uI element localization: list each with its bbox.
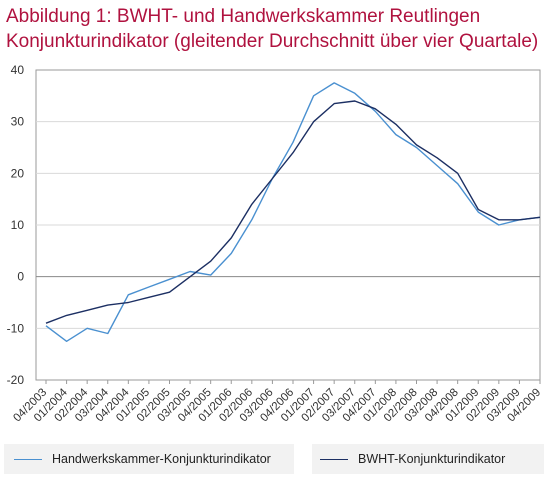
legend-box-bwht [312,444,544,474]
y-tick-label: -10 [7,321,25,335]
legend-item-handwerkskammer: Handwerkskammer-Konjunkturindikator [14,452,271,466]
y-tick-label: 10 [11,218,25,232]
y-tick-label: 0 [17,270,24,284]
chart-title-line1: Abbildung 1: BWHT- und Handwerkskammer R… [6,6,481,27]
y-tick-label: -20 [7,373,25,387]
legend-box-handwerkskammer [4,444,294,474]
series-line-bwht [45,100,541,324]
legend-swatch-handwerkskammer [14,458,42,460]
y-tick-label: 40 [11,63,25,77]
series-line-handwerkskammer [45,82,541,342]
chart-legend: Handwerkskammer-Konjunkturindikator BWHT… [0,444,550,474]
line-chart: 403020100-10-2004/200301/200402/200403/2… [7,63,544,424]
y-tick-label: 30 [11,115,25,129]
legend-swatch-bwht [320,458,348,460]
legend-label-bwht: BWHT-Konjunkturindikator [358,452,506,466]
y-tick-label: 20 [11,166,25,180]
legend-label-handwerkskammer: Handwerkskammer-Konjunkturindikator [52,452,271,466]
legend-item-bwht: BWHT-Konjunkturindikator [320,452,505,466]
chart-title: Abbildung 1: BWHT- und Handwerkskammer R… [6,4,546,54]
chart-title-line2: Konjunkturindikator (gleitender Durchsch… [6,31,539,52]
